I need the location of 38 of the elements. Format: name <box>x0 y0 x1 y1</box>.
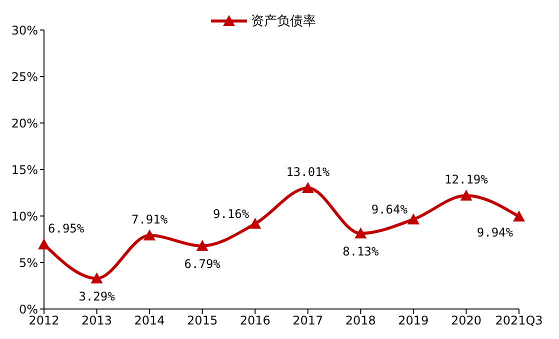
point <box>460 190 472 201</box>
point <box>196 240 208 251</box>
x-tick-label: 2015 <box>187 314 218 328</box>
point <box>38 238 50 250</box>
y-tick-label: 10% <box>11 209 38 224</box>
data-label: 9.94% <box>476 226 514 240</box>
y-tick-label: 25% <box>11 70 38 84</box>
data-label: 6.95% <box>48 221 85 236</box>
y-tick-label: 30% <box>11 23 38 38</box>
x-tick-label: 2017 <box>292 314 324 328</box>
x-tick-label: 2020 <box>450 314 482 328</box>
x-tick-label: 2021Q3 <box>495 314 543 328</box>
data-label: 13.01% <box>286 165 330 180</box>
data-label: 9.16% <box>212 206 250 221</box>
x-tick-label: 2019 <box>398 314 429 328</box>
data-label: 6.79% <box>184 256 222 271</box>
y-tick-label: 20% <box>11 116 38 130</box>
x-tick-label: 2012 <box>28 314 60 328</box>
y-tick-label: 0% <box>18 302 38 316</box>
point <box>90 272 103 284</box>
x-tick-label: 2014 <box>134 314 165 328</box>
x-tick-label: 2016 <box>240 314 270 328</box>
point <box>513 210 525 222</box>
point <box>144 229 156 240</box>
point <box>302 182 314 194</box>
data-label: 12.19% <box>444 172 489 187</box>
data-label: 3.29% <box>78 289 116 304</box>
point <box>407 213 420 224</box>
y-tick-label: 15% <box>11 162 38 177</box>
legend-label: 资产负债率 <box>251 13 316 30</box>
x-tick-label: 2018 <box>345 314 376 328</box>
data-label: 7.91% <box>131 212 168 226</box>
point <box>354 227 367 238</box>
data-label: 9.64% <box>371 202 408 216</box>
y-tick-label: 5% <box>18 256 38 270</box>
data-label: 8.13% <box>342 244 380 258</box>
x-tick-label: 2013 <box>82 314 112 328</box>
point <box>249 218 262 229</box>
